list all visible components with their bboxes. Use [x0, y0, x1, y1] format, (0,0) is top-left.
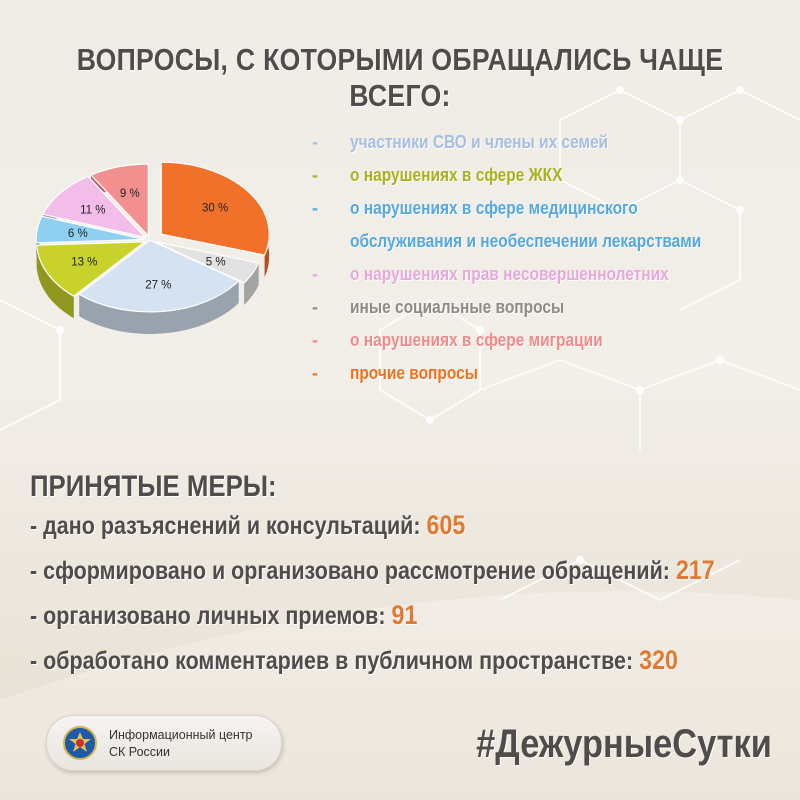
legend-item: - участники СВО и члены их семей: [312, 128, 792, 161]
legend-item: - о нарушениях в сфере ЖКХ: [312, 161, 792, 194]
pie-slice: [36, 241, 147, 297]
legend-item: - иные социальные вопросы: [312, 293, 792, 326]
legend-dash: -: [312, 132, 318, 152]
pie-slice: [155, 241, 260, 284]
chart-legend: - участники СВО и члены их семей - о наруше…: [312, 128, 792, 392]
measure-value: 320: [639, 645, 678, 675]
pie-label: 13 %: [71, 256, 97, 268]
pie-slice: [35, 215, 145, 244]
legend-dash: -: [312, 165, 318, 185]
legend-item: - о нарушениях в сфере медицинского обслуж…: [312, 194, 792, 260]
legend-label: о нарушениях в сфере медицинского: [350, 198, 638, 218]
legend-dash: -: [312, 297, 318, 317]
pie-label: 27 %: [145, 279, 171, 291]
page-title: ВОПРОСЫ, С КОТОРЫМИ ОБРАЩАЛИСЬ ЧАЩЕ ВСЕГ…: [76, 42, 724, 113]
pie-chart: 30 % 5 % 27 % 13 % 6 % 11 % 9 %: [35, 161, 270, 334]
measure-label: - сформировано и организовано рассмотрен…: [30, 557, 676, 585]
legend-dash: -: [312, 198, 318, 218]
measure-value: 91: [391, 600, 418, 630]
badge-line-1: Информационный центр: [109, 728, 253, 742]
pie-slice: [42, 175, 148, 239]
pie-slice: [160, 161, 270, 256]
hashtag: #ДежурныеСутки: [476, 722, 772, 766]
measure-item: - сформировано и организовано рассмотрен…: [30, 555, 715, 600]
legend-label: прочие вопросы: [350, 363, 478, 383]
legend-label: о нарушениях в сфере ЖКХ: [350, 165, 563, 185]
pie-label: 11 %: [80, 205, 105, 217]
measure-label: - организовано личных приемов:: [30, 602, 392, 630]
measure-value: 217: [675, 555, 715, 585]
legend-dash: -: [312, 330, 318, 350]
pie-slice-side: [79, 281, 239, 334]
pie-label: 9 %: [120, 188, 140, 200]
measure-label: - обработано комментариев в публичном пр…: [30, 647, 640, 675]
measures-title: ПРИНЯТЫЕ МЕРЫ:: [30, 470, 277, 503]
legend-label: о нарушениях прав несовершеннолетних: [350, 264, 669, 284]
legend-label: о нарушениях в сфере миграции: [350, 330, 603, 350]
emblem-icon: [63, 726, 97, 760]
pie-slice: [89, 163, 149, 238]
pie-slice-side: [244, 262, 259, 305]
pie-label: 30 %: [202, 203, 228, 215]
legend-label: обслуживания и необеспечении лекарствами: [350, 231, 702, 251]
legend-item: - прочие вопросы: [312, 359, 792, 392]
badge-line-2: СК России: [109, 745, 170, 759]
legend-item: - о нарушениях в сфере миграции: [312, 326, 792, 359]
pie-slice: [78, 239, 240, 313]
legend-label: иные социальные вопросы: [350, 297, 565, 317]
legend-item: - о нарушениях прав несовершеннолетних: [312, 260, 792, 293]
legend-dash: -: [312, 363, 318, 383]
measures-section: ПРИНЯТЫЕ МЕРЫ: - дано разъяснений и конс…: [30, 470, 790, 690]
info-center-badge: Информационный центр СК России: [46, 715, 282, 771]
legend-label: участники СВО и члены их семей: [350, 132, 609, 152]
pie-label: 5 %: [206, 256, 226, 268]
legend-dash: -: [312, 264, 318, 284]
pie-slice-side: [36, 245, 74, 319]
measure-item: - обработано комментариев в публичном пр…: [30, 645, 684, 690]
measure-value: 605: [426, 510, 466, 540]
measure-item: - дано разъяснений и консультаций: 605: [30, 510, 684, 555]
measure-item: - организовано личных приемов: 91: [30, 600, 684, 645]
measure-label: - дано разъяснений и консультаций:: [30, 512, 427, 540]
pie-label: 6 %: [68, 228, 88, 240]
